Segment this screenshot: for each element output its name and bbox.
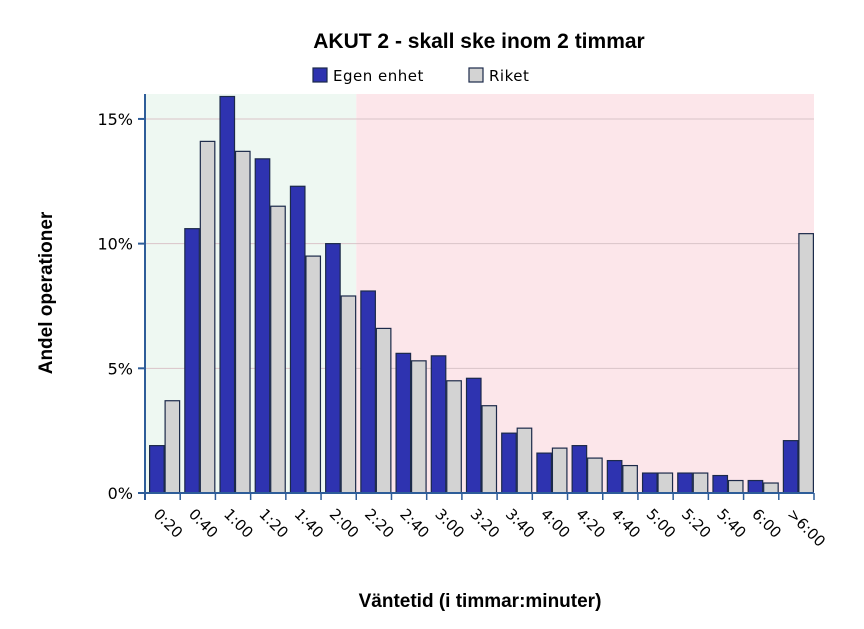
bar-egen-enhet-11 [536, 452, 553, 494]
y-axis-label: Andel operationer [36, 211, 57, 374]
x-tick-label: 1:00 [220, 505, 257, 542]
bar-riket-18 [798, 233, 814, 494]
x-axis-label: Väntetid (i timmar:minuter) [359, 591, 602, 612]
bar-riket-16 [727, 479, 744, 494]
bar-egen-enhet-3 [254, 158, 271, 494]
legend-label-riket: Riket [489, 67, 529, 85]
x-tick-label: 4:00 [537, 505, 574, 542]
bar-egen-enhet-6 [360, 290, 376, 494]
x-tick-label: >6:00 [784, 505, 829, 550]
y-tick-label: 10% [97, 235, 133, 254]
y-tick-labels: 0% 5% 10% 15% [97, 110, 133, 503]
bar-riket-1 [199, 140, 216, 494]
bar-riket-7 [410, 360, 427, 494]
x-tick-label: 4:20 [572, 505, 609, 542]
bar-egen-enhet-14 [641, 472, 658, 494]
bar-egen-enhet-10 [501, 432, 517, 494]
bar-riket-3 [270, 205, 286, 494]
bar-riket-6 [375, 327, 392, 494]
x-tick-label: 5:40 [713, 505, 750, 542]
x-tick-label: 3:20 [467, 505, 504, 542]
bar-riket-14 [657, 472, 674, 494]
y-tick-label: 5% [108, 359, 133, 378]
x-tick-label: 4:40 [608, 505, 645, 542]
bar-riket-2 [234, 150, 251, 494]
bar-riket-10 [516, 427, 533, 494]
chart-title: AKUT 2 - skall ske inom 2 timmar [313, 30, 644, 53]
within-target-zone [145, 94, 357, 493]
bar-egen-enhet-15 [677, 472, 693, 494]
bar-egen-enhet-16 [712, 474, 729, 494]
x-tick-label: 0:20 [150, 505, 187, 542]
bar-riket-11 [551, 447, 568, 494]
bar-riket-8 [446, 380, 462, 494]
legend-label-egen-enhet: Egen enhet [333, 67, 424, 85]
bar-egen-enhet-17 [747, 479, 764, 494]
legend-swatch-riket [468, 67, 484, 83]
bar-riket-9 [481, 405, 498, 494]
bars [149, 95, 814, 494]
x-tick-label: 5:20 [678, 505, 715, 542]
x-tick-label: 1:40 [291, 505, 328, 542]
bar-riket-12 [587, 457, 603, 494]
bar-egen-enhet-2 [219, 95, 236, 494]
bar-egen-enhet-5 [325, 243, 341, 494]
bar-egen-enhet-9 [465, 377, 482, 494]
x-tick-label: 3:40 [502, 505, 539, 542]
bar-riket-4 [305, 255, 322, 494]
x-tick-labels: 0:200:401:001:201:402:002:202:403:003:20… [150, 505, 829, 550]
bar-riket-5 [340, 295, 357, 494]
bar-egen-enhet-1 [184, 228, 200, 494]
x-tick-label: 2:20 [361, 505, 398, 542]
bar-egen-enhet-12 [571, 445, 588, 494]
x-tick-label: 2:40 [396, 505, 433, 542]
bar-riket-0 [164, 400, 181, 494]
y-tick-label: 15% [97, 110, 133, 129]
x-tick-label: 5:00 [643, 505, 680, 542]
x-tick-label: 0:40 [185, 505, 222, 542]
bar-egen-enhet-0 [149, 445, 165, 494]
axes [138, 94, 815, 500]
y-tick-label: 0% [108, 484, 133, 503]
bar-egen-enhet-7 [395, 352, 412, 494]
legend: Egen enhet Riket [312, 67, 529, 85]
bar-egen-enhet-13 [606, 459, 623, 494]
bar-riket-17 [763, 482, 779, 494]
legend-swatch-egen-enhet [312, 67, 328, 83]
x-tick-label: 6:00 [748, 505, 785, 542]
bar-riket-15 [692, 472, 709, 494]
bar-egen-enhet-4 [289, 185, 306, 494]
bar-egen-enhet-8 [430, 355, 447, 494]
bar-riket-13 [622, 464, 638, 494]
x-tick-label: 2:00 [326, 505, 363, 542]
bar-egen-enhet-18 [782, 440, 799, 494]
x-tick-label: 3:00 [431, 505, 468, 542]
x-tick-label: 1:20 [255, 505, 292, 542]
